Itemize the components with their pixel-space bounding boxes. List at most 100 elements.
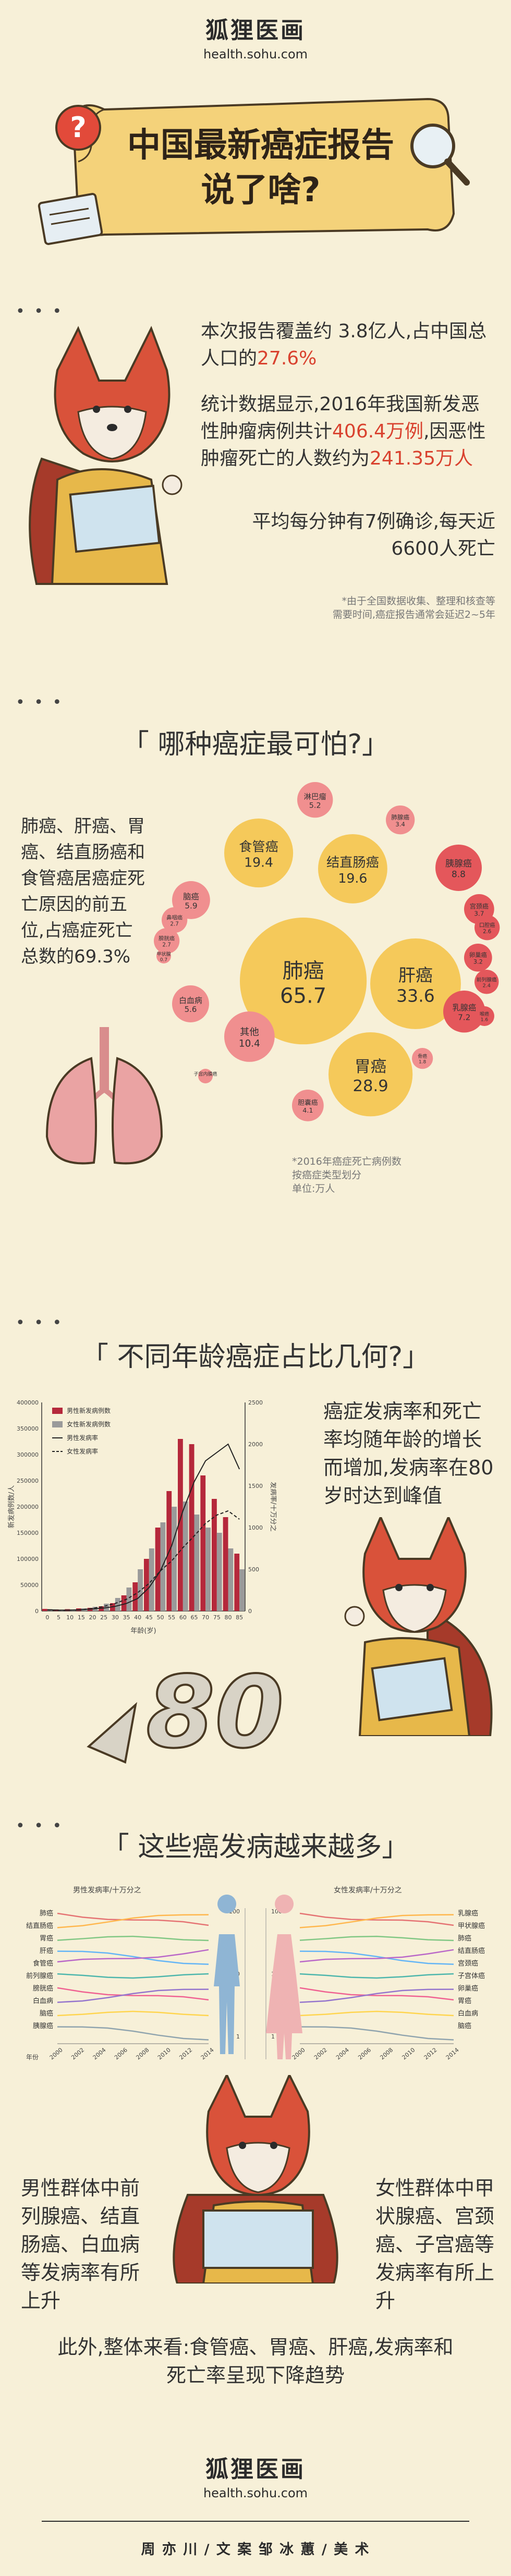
bubble-label: 卵巢癌 [469, 951, 487, 959]
section1-note3: 单位:万人 [292, 1183, 335, 1194]
footer-brand-name: 狐狸医画 [205, 2456, 306, 2483]
bubble-label: 胰腺癌 [445, 858, 472, 869]
section2-text: 癌症发病率和死亡率均随年龄的增长而增加,发病率在80岁时达到峰值 [323, 1400, 494, 1507]
bubble-value: 4.1 [302, 1107, 313, 1115]
y-axis-label-left: 新发病例数/人 [7, 1485, 16, 1528]
x-tick: 5 [57, 1614, 60, 1621]
x-tick: 55 [168, 1614, 175, 1621]
trend-line [57, 2026, 209, 2041]
bubble-label: 脑癌 [183, 892, 199, 901]
bubble-value: 5.2 [309, 801, 321, 810]
bubble-circle [475, 970, 499, 994]
trend-year: 2012 [178, 2046, 193, 2061]
trend-year: 2012 [423, 2046, 439, 2061]
section1-dots: • • • [16, 693, 64, 712]
trend-label: 肝癌 [40, 1947, 53, 1955]
brand-header: 狐狸医画 health.sohu.com [0, 11, 511, 62]
bubble-circle [475, 915, 500, 941]
lungs-illustration [45, 1027, 163, 1165]
bar-male [234, 1554, 240, 1611]
bubble: 喉癌1.6 [475, 1006, 494, 1026]
bubble-value: 2.7 [170, 921, 178, 927]
trend-label: 子宫体癌 [458, 1972, 485, 1980]
bubble-circle [370, 938, 461, 1029]
trend-year: 2004 [92, 2046, 107, 2061]
trend-line [299, 1914, 454, 1928]
legend-label: 男性发病率 [67, 1434, 98, 1442]
brand-url: health.sohu.com [203, 47, 308, 62]
bubble-value: 8.8 [452, 869, 466, 879]
x-tick: 30 [112, 1614, 119, 1621]
section3-dots: • • • [16, 1817, 64, 1835]
x-tick: 50 [157, 1614, 164, 1621]
bar-male [178, 1439, 183, 1611]
bar-female [228, 1548, 234, 1611]
trend-line [57, 1912, 209, 1926]
summary-text: 此外,整体来看:食管癌、胃癌、肝癌,发病率和死亡率呈现下降趋势 [57, 2336, 454, 2387]
trend-label: 结直肠癌 [458, 1947, 485, 1955]
bubble-value: 2.4 [482, 983, 491, 988]
trend-label: 前列腺癌 [26, 1972, 53, 1980]
bubble-value: 7.2 [458, 1012, 470, 1022]
title-banner: ? 中国最新癌症报告 说了啥? [38, 97, 470, 245]
trend-year: 2010 [401, 2046, 417, 2061]
trend-line [57, 1973, 209, 1979]
trend-label: 肺癌 [40, 1909, 53, 1918]
bubble-label: 喉癌 [480, 1011, 489, 1017]
bubble-circle [412, 1048, 433, 1069]
female-silhouette [266, 1895, 302, 2059]
trend-year: 2014 [200, 2046, 215, 2061]
x-tick: 25 [100, 1614, 107, 1621]
intro-note1: *由于全国数据收集、整理和核查等 [342, 595, 495, 607]
bubble-value: 33.6 [396, 986, 435, 1006]
x-tick: 40 [134, 1614, 141, 1621]
trend-chart: 男性发病率/十万分之 2000 2002 2004 2006 2008 2010 2012 20… [26, 1886, 485, 2061]
fox-reader-illustration [29, 326, 182, 585]
bubble-circle [318, 834, 387, 904]
section3-title: 「 这些癌发病越来越多」 [102, 1832, 409, 1863]
magnifier-icon [410, 124, 470, 186]
trend-line [299, 1935, 454, 1942]
y-tick-right: 2500 [248, 1399, 263, 1406]
trend-line [299, 2010, 454, 2017]
intro-note2: 需要时间,癌症报告通常会延迟2~5年 [332, 609, 495, 620]
bar-female [182, 1501, 188, 1611]
bubble-value: 19.6 [338, 871, 367, 886]
bubble-circle [224, 1011, 275, 1062]
age-chart: 0500001000001500002000002500003000003500… [7, 1399, 276, 1635]
footer-brand-url: health.sohu.com [203, 2486, 308, 2500]
legend-label: 男性新发病例数 [67, 1407, 111, 1414]
bar-female [138, 1569, 143, 1611]
y-axis-label-right: 发病率/十万分之 [269, 1482, 276, 1531]
trend-label: 乳腺癌 [458, 1909, 478, 1918]
bubble-circle [328, 1032, 413, 1117]
bubble-label: 淋巴瘤 [304, 792, 326, 801]
trend-label: 白血病 [458, 2009, 478, 2018]
bubble-circle [297, 782, 333, 818]
trend-line [57, 1988, 209, 2003]
footer-divider [42, 2521, 469, 2522]
bubble-label: 食管癌 [239, 839, 278, 854]
bar-male [212, 1499, 217, 1611]
trend-label: 卵巢癌 [458, 1984, 478, 1993]
bar-male [42, 1609, 47, 1611]
trend-line [299, 2026, 454, 2041]
bubble-label: 乳腺癌 [452, 1003, 476, 1012]
scroll-paper [71, 97, 455, 236]
male-text: 男性群体中前列腺癌、结直肠癌、白血病等发病率有所上升 [21, 2177, 140, 2312]
bar-female [149, 1548, 154, 1611]
fox-pointing-illustration [344, 1517, 493, 1736]
y-tick-left: 0 [35, 1608, 39, 1615]
y-tick-right: 500 [248, 1566, 259, 1573]
legend-swatch [52, 1408, 63, 1414]
bubble-label: 结直肠癌 [326, 855, 379, 870]
trend-line [57, 1950, 209, 1965]
trend-year: 2002 [313, 2046, 328, 2061]
bubble-label: 宫颈癌 [470, 902, 489, 910]
